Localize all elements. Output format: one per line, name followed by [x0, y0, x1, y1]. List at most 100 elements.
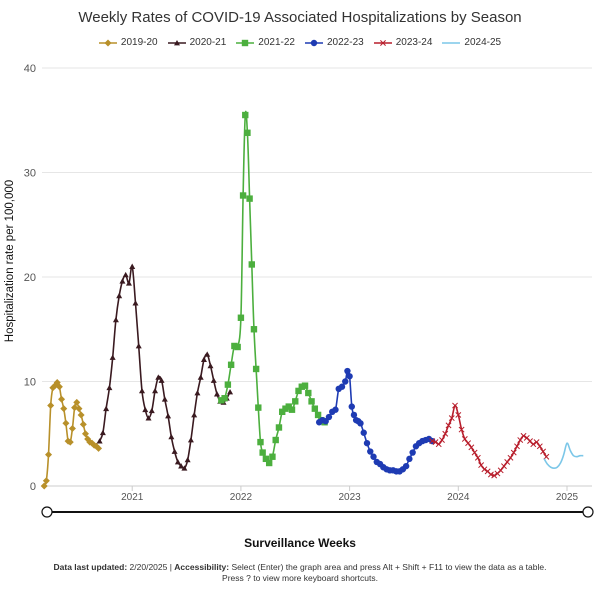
data-point[interactable]: [135, 342, 142, 349]
data-point[interactable]: [429, 438, 436, 445]
data-point[interactable]: [145, 415, 152, 421]
range-slider-handle-right[interactable]: [582, 506, 594, 518]
data-point[interactable]: [520, 432, 527, 439]
data-point[interactable]: [350, 411, 358, 419]
series-2019-20[interactable]: [40, 379, 103, 490]
data-point[interactable]: [491, 472, 498, 479]
data-point[interactable]: [325, 413, 333, 421]
data-point[interactable]: [214, 391, 220, 397]
data-point[interactable]: [543, 453, 550, 460]
data-point[interactable]: [458, 426, 465, 433]
data-point[interactable]: [55, 383, 63, 391]
data-point[interactable]: [311, 405, 319, 412]
data-point[interactable]: [252, 365, 260, 373]
data-point[interactable]: [77, 411, 85, 419]
legend-item[interactable]: 2023-24: [373, 37, 432, 48]
data-point[interactable]: [298, 383, 305, 390]
data-point[interactable]: [439, 437, 445, 443]
data-point[interactable]: [265, 459, 273, 467]
range-slider-handle-left[interactable]: [41, 506, 53, 518]
data-point[interactable]: [409, 449, 416, 456]
data-point[interactable]: [45, 451, 53, 459]
series-line[interactable]: [220, 110, 326, 464]
data-point[interactable]: [346, 373, 353, 380]
data-point[interactable]: [68, 425, 76, 433]
data-point[interactable]: [95, 444, 103, 452]
data-point[interactable]: [246, 195, 253, 202]
legend-item[interactable]: 2020-21: [167, 37, 226, 48]
data-point[interactable]: [116, 292, 123, 299]
data-point[interactable]: [338, 383, 346, 390]
data-point[interactable]: [194, 389, 201, 396]
data-point[interactable]: [99, 429, 106, 436]
data-point[interactable]: [452, 402, 458, 409]
data-point[interactable]: [242, 111, 249, 119]
data-point[interactable]: [248, 261, 255, 268]
data-point[interactable]: [66, 438, 74, 446]
data-point[interactable]: [231, 342, 238, 350]
data-point[interactable]: [406, 455, 413, 463]
data-point[interactable]: [125, 280, 132, 286]
data-point[interactable]: [448, 415, 455, 422]
data-point[interactable]: [514, 443, 520, 450]
data-point[interactable]: [510, 449, 517, 456]
data-point[interactable]: [474, 454, 481, 461]
data-point[interactable]: [165, 412, 172, 419]
data-point[interactable]: [468, 444, 475, 451]
data-point[interactable]: [295, 387, 302, 395]
data-point[interactable]: [530, 441, 537, 448]
data-point[interactable]: [181, 465, 188, 471]
data-point[interactable]: [174, 458, 181, 465]
data-point[interactable]: [184, 456, 191, 463]
data-point[interactable]: [109, 354, 116, 360]
series-2022-23[interactable]: [315, 367, 436, 475]
data-point[interactable]: [119, 278, 126, 284]
data-point[interactable]: [507, 454, 514, 461]
data-point[interactable]: [47, 402, 55, 410]
data-point[interactable]: [129, 263, 136, 269]
data-point[interactable]: [367, 448, 374, 455]
data-point[interactable]: [255, 404, 262, 411]
data-point[interactable]: [536, 443, 543, 450]
data-point[interactable]: [161, 396, 168, 402]
series-line[interactable]: [43, 381, 100, 487]
series-line[interactable]: [543, 442, 584, 470]
data-point[interactable]: [187, 437, 194, 443]
data-point[interactable]: [533, 439, 540, 446]
data-point[interactable]: [501, 463, 507, 470]
data-point[interactable]: [221, 395, 228, 402]
data-point[interactable]: [308, 398, 315, 405]
data-point[interactable]: [200, 356, 207, 362]
series-2023-24[interactable]: [429, 402, 550, 479]
data-point[interactable]: [481, 466, 488, 473]
data-point[interactable]: [344, 367, 351, 375]
data-point[interactable]: [279, 408, 286, 416]
data-point[interactable]: [332, 406, 339, 413]
data-point[interactable]: [81, 430, 89, 438]
data-point[interactable]: [191, 411, 198, 418]
data-point[interactable]: [244, 129, 251, 136]
data-point[interactable]: [207, 362, 214, 369]
data-point[interactable]: [342, 378, 349, 385]
data-point[interactable]: [210, 377, 217, 383]
data-point[interactable]: [269, 453, 276, 460]
data-point[interactable]: [58, 395, 66, 403]
series-2020-21[interactable]: [96, 263, 234, 471]
data-point[interactable]: [497, 467, 504, 474]
data-point[interactable]: [540, 448, 547, 455]
data-point[interactable]: [285, 403, 292, 410]
data-point[interactable]: [357, 420, 364, 427]
legend-item[interactable]: 2021-22: [236, 37, 295, 48]
data-point[interactable]: [455, 411, 462, 418]
data-point[interactable]: [148, 407, 155, 414]
data-point[interactable]: [445, 422, 452, 429]
data-point[interactable]: [227, 388, 234, 395]
data-point[interactable]: [73, 398, 81, 406]
data-point[interactable]: [262, 455, 270, 463]
data-point[interactable]: [155, 374, 162, 380]
data-point[interactable]: [132, 300, 139, 306]
legend-item[interactable]: 2022-23: [305, 37, 364, 48]
data-point[interactable]: [75, 405, 83, 413]
data-point[interactable]: [288, 406, 296, 413]
data-point[interactable]: [234, 343, 241, 351]
